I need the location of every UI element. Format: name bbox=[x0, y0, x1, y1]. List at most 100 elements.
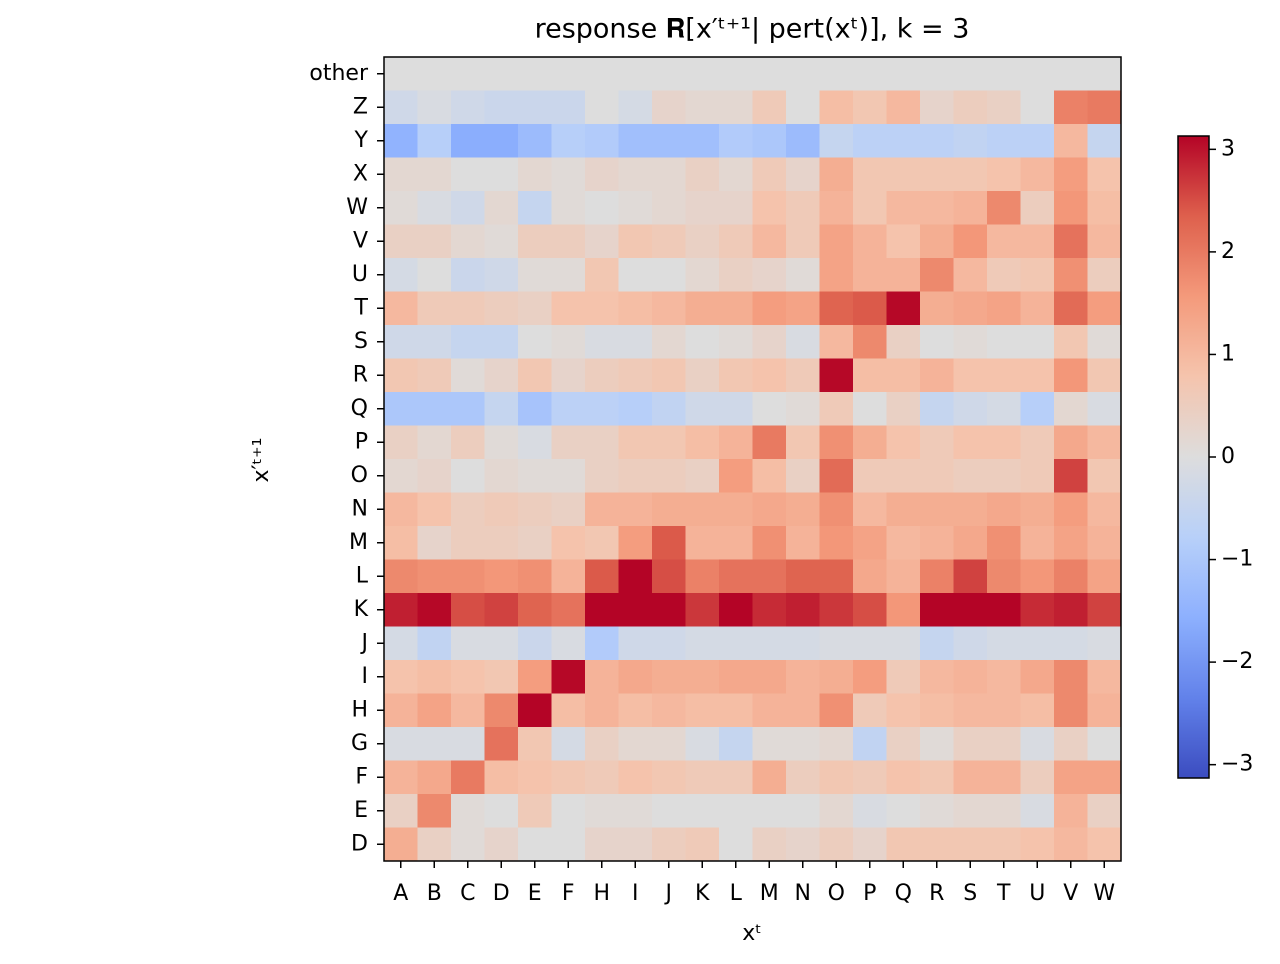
heatmap-cell bbox=[886, 258, 921, 292]
y-tick-label: P bbox=[355, 429, 368, 454]
heatmap-cell bbox=[920, 693, 954, 728]
heatmap-cell bbox=[551, 392, 586, 426]
heatmap-cell bbox=[853, 760, 887, 795]
heatmap-cell bbox=[518, 224, 552, 259]
heatmap-cell bbox=[987, 258, 1021, 292]
heatmap-cell bbox=[987, 727, 1021, 761]
x-tick-label: L bbox=[730, 881, 743, 906]
heatmap-cell bbox=[752, 459, 787, 493]
heatmap-cell bbox=[1087, 90, 1122, 125]
heatmap-cell bbox=[685, 425, 720, 460]
heatmap-cell bbox=[853, 291, 887, 326]
heatmap-cell bbox=[551, 492, 586, 527]
heatmap-cell bbox=[719, 291, 753, 326]
heatmap-cell bbox=[752, 827, 787, 862]
heatmap-cell bbox=[719, 425, 753, 460]
heatmap-cell bbox=[752, 358, 787, 393]
heatmap-cell bbox=[920, 157, 954, 192]
y-tick-label: Q bbox=[351, 396, 368, 421]
heatmap-cell bbox=[451, 358, 485, 393]
heatmap-cell bbox=[1087, 358, 1122, 393]
heatmap-cell bbox=[987, 760, 1021, 795]
heatmap-cell bbox=[920, 224, 954, 259]
heatmap-cell bbox=[551, 124, 586, 158]
heatmap-cell bbox=[1020, 57, 1055, 91]
heatmap-cell bbox=[484, 794, 519, 828]
heatmap-cell bbox=[1087, 258, 1122, 292]
x-tick-label: T bbox=[996, 881, 1011, 906]
heatmap-cell bbox=[719, 157, 753, 192]
heatmap-cell bbox=[953, 90, 988, 125]
y-tick-label: S bbox=[354, 329, 368, 354]
heatmap-cell bbox=[920, 258, 954, 292]
heatmap-cell bbox=[551, 626, 586, 661]
heatmap-cell bbox=[953, 760, 988, 795]
heatmap-cell bbox=[384, 827, 418, 862]
heatmap-cell bbox=[585, 191, 619, 225]
x-tick-label: J bbox=[664, 881, 673, 906]
heatmap-cell bbox=[886, 794, 921, 828]
heatmap-cell bbox=[786, 827, 820, 862]
heatmap-cell bbox=[752, 425, 787, 460]
x-tick-label: O bbox=[828, 881, 845, 906]
heatmap-cell bbox=[417, 593, 452, 627]
heatmap-cell bbox=[384, 358, 418, 393]
x-axis-label: xᵗ bbox=[742, 921, 762, 946]
heatmap-cell bbox=[618, 425, 653, 460]
heatmap-cell bbox=[920, 492, 954, 527]
heatmap-cell bbox=[551, 57, 586, 91]
heatmap-cell bbox=[1020, 325, 1055, 359]
heatmap-cell bbox=[987, 124, 1021, 158]
heatmap-cell bbox=[384, 90, 418, 125]
heatmap-cell bbox=[585, 157, 619, 192]
x-tick-label: K bbox=[695, 881, 710, 906]
heatmap-cell bbox=[384, 727, 418, 761]
heatmap-cell bbox=[451, 124, 485, 158]
heatmap-cell bbox=[1087, 593, 1122, 627]
heatmap-cell bbox=[451, 559, 485, 594]
y-tick-label: K bbox=[354, 597, 369, 622]
heatmap-cell bbox=[1054, 224, 1088, 259]
heatmap-cell bbox=[786, 224, 820, 259]
y-tick-label: E bbox=[354, 798, 368, 823]
heatmap-cell bbox=[652, 90, 686, 125]
heatmap-cell bbox=[551, 760, 586, 795]
heatmap-cell bbox=[853, 660, 887, 694]
heatmap-cell bbox=[551, 291, 586, 326]
heatmap-cell bbox=[1087, 693, 1122, 728]
heatmap-cell bbox=[987, 157, 1021, 192]
heatmap-cell bbox=[1087, 827, 1122, 862]
heatmap-cell bbox=[1054, 559, 1088, 594]
heatmap-cell bbox=[685, 760, 720, 795]
y-tick-label: Z bbox=[353, 94, 368, 119]
x-tick-label: P bbox=[863, 881, 876, 906]
heatmap-cell bbox=[853, 459, 887, 493]
y-tick-label: X bbox=[353, 161, 368, 186]
heatmap-cell bbox=[484, 727, 519, 761]
heatmap-cell bbox=[786, 291, 820, 326]
heatmap-cell bbox=[786, 325, 820, 359]
heatmap-cell bbox=[987, 291, 1021, 326]
heatmap-cell bbox=[384, 57, 418, 91]
heatmap-cell bbox=[685, 358, 720, 393]
heatmap-cell bbox=[853, 157, 887, 192]
heatmap-cell bbox=[451, 459, 485, 493]
y-tick-label: D bbox=[351, 831, 368, 856]
y-tick-label: H bbox=[351, 697, 368, 722]
heatmap-cell bbox=[953, 157, 988, 192]
heatmap-cell bbox=[920, 794, 954, 828]
heatmap-cell bbox=[417, 626, 452, 661]
heatmap-cell bbox=[1087, 291, 1122, 326]
heatmap-cell bbox=[886, 593, 921, 627]
heatmap-cell bbox=[652, 224, 686, 259]
heatmap-cell bbox=[853, 492, 887, 527]
heatmap-cell bbox=[585, 224, 619, 259]
heatmap-cell bbox=[853, 559, 887, 594]
heatmap-cell bbox=[853, 358, 887, 393]
heatmap-cell bbox=[384, 794, 418, 828]
y-tick-label: N bbox=[352, 496, 368, 521]
heatmap-cell bbox=[920, 626, 954, 661]
heatmap-cell bbox=[384, 459, 418, 493]
heatmap-cell bbox=[953, 459, 988, 493]
